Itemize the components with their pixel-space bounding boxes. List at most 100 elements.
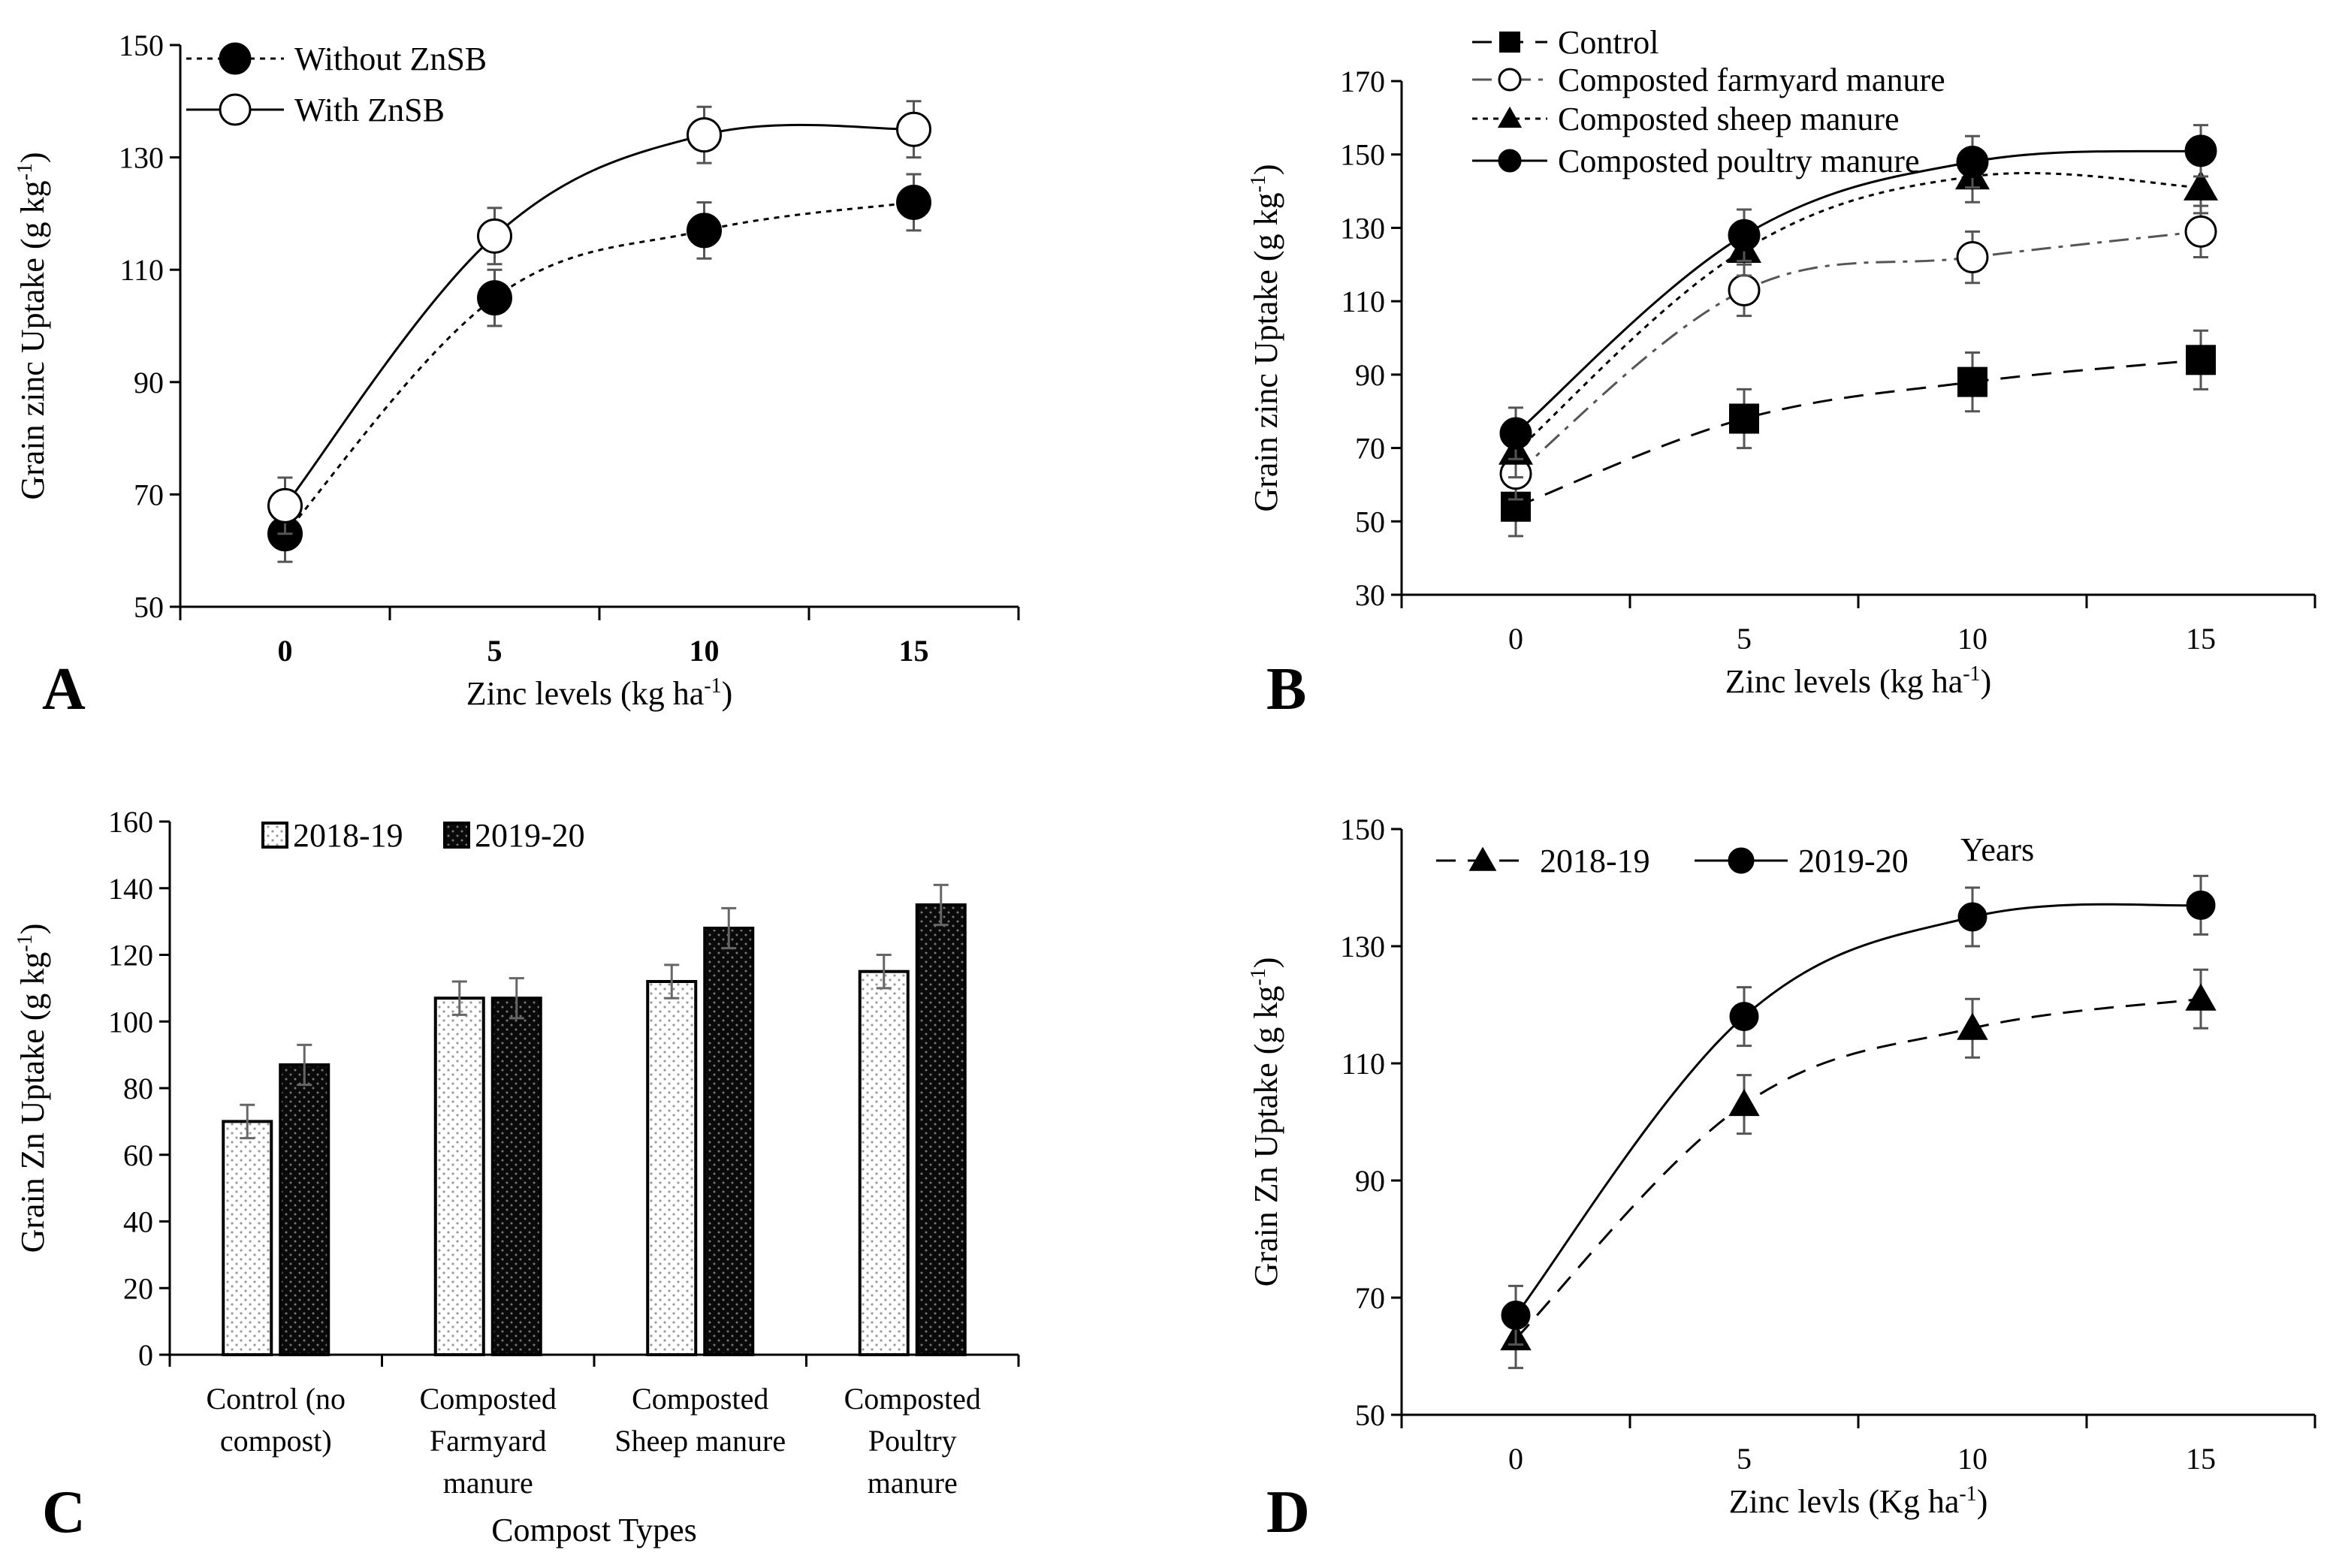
panel-c-category-label: Composted [844,1382,981,1416]
panel-c-ytick-label: 40 [123,1205,153,1239]
panel-a-legend-item: Without ZnSB [186,41,487,77]
panel-b-y-label-base: Grain zinc Uptake (g kg [1248,192,1284,511]
panel-b-ytick-label: 130 [1340,211,1385,245]
panel-a-ytick-label: 130 [119,141,164,175]
panel-b-legend-item: Composted farmyard manure [1472,62,1945,98]
panel-d-ytick-label: 130 [1340,930,1385,963]
panel-c-category-label: Control (no [206,1382,346,1416]
panel-b-y-label-sup: -1 [1247,175,1270,192]
panel-c-legend-item: 2019-20 [443,817,585,854]
panel-a-x-label: Zinc levels (kg ha-1) [466,674,732,712]
panel-d-xtick-label: 15 [2186,1442,2216,1476]
panel-c-bar-0-2 [646,980,698,1356]
panel-b-ytick-label: 170 [1340,65,1385,98]
panel-b-series-line-3 [1515,149,2202,435]
panel-a-point-1-2 [687,117,722,153]
panel-b-ytick-label: 70 [1355,432,1385,466]
panel-a-xtick-label: 5 [487,634,503,668]
panel-c-category-label: compost) [220,1424,332,1458]
panel-b-point-0-3 [2186,345,2216,375]
panel-c-letter: C [42,1479,86,1545]
panel-b-point-3-2 [1956,145,1989,178]
panel-c-y-label-end: ) [14,924,51,935]
panel-b-point-0-1 [1729,403,1759,434]
panel-d-point-1-1 [1729,1002,1759,1032]
panel-b-legend-item: Composted poultry manure [1472,143,1920,179]
panel-d-xtick-label: 0 [1508,1442,1523,1476]
panel-b-point-3-0 [1499,417,1532,450]
panel-d-ytick-label: 90 [1355,1164,1385,1198]
panel-c-legend-swatch [261,822,288,849]
panel-b-ytick-label: 110 [1341,285,1385,318]
panel-c-ytick-label: 100 [108,1005,153,1039]
panel-d-point-1-3 [2186,890,2216,920]
panel-d-xtick-label: 5 [1737,1442,1752,1476]
panel-c-category-label: Composted [632,1382,768,1416]
panel-d-legend-marker [1468,846,1497,871]
panel-c-legend-item: 2018-19 [261,817,403,854]
panel-a-x-label-end: ) [722,675,733,712]
panel-b-legend-marker [1498,68,1522,92]
panel-a-legend-label: Without ZnSB [294,41,487,77]
panel-d-point-0-2 [1957,1012,1988,1040]
panel-a-ytick-label: 70 [134,478,164,511]
panel-b-series-line-0 [1515,358,2202,508]
panel-b-x-label-end: ) [1981,663,1992,700]
panel-d-y-label-sup: -1 [1247,968,1270,985]
panel-d-x-label-sup: -1 [1959,1482,1976,1506]
panel-a-y-label-sup: -1 [14,163,37,180]
panel-d-ytick-label: 50 [1355,1398,1385,1432]
panel-d-legend-label: 2018-19 [1540,843,1650,879]
panel-d-legend-marker [1728,847,1755,874]
panel-a-ytick-label: 90 [134,366,164,400]
panel-a-ytick-label: 150 [119,29,164,62]
panel-a-x-label-sup: -1 [704,674,721,698]
panel-c-category-label: Poultry [868,1424,957,1458]
panel-c-category-label: manure [443,1466,533,1500]
panel-a-xtick-label: 0 [278,634,293,668]
panel-a-legend-marker [219,42,252,75]
panel-b-legend-item: Composted sheep manure [1472,101,1900,137]
panel-d-y-label: Grain Zn Uptake (g kg-1) [1247,957,1284,1287]
panel-b-point-3-3 [2184,134,2217,167]
panel-c-y-label-base: Grain Zn Uptake (g kg [14,952,51,1253]
panel-d-series-line-1 [1514,903,2202,1316]
panel-d-y-label-end: ) [1248,957,1284,969]
panel-c-bar-0-0 [222,1120,273,1356]
panel-a-xtick-label: 15 [899,634,929,668]
panel-b-point-1-2 [1956,241,1989,274]
panel-c-legend-label: 2019-20 [475,817,585,854]
panel-c-chart: 0 20 40 60 80 100 120 140 160 Control (no compost)… [14,805,1020,1548]
panel-d-x-label-end: ) [1977,1483,1988,1520]
panel-a-y-label-base: Grain zinc Uptake (g kg [14,180,51,499]
panel-c-legend-swatch [443,822,470,849]
panel-d-ytick-label: 70 [1355,1281,1385,1315]
panel-a-point-1-3 [896,111,931,147]
panel-a-point-0-2 [687,213,722,249]
panel-b-legend-marker [1498,149,1522,173]
panel-b-xtick-label: 0 [1508,622,1523,656]
panel-b-xtick-label: 10 [1957,622,1987,656]
panel-c-ytick-label: 20 [123,1271,153,1305]
panel-b-point-0-2 [1957,366,1987,397]
panel-a-series-line-1 [284,123,914,507]
panel-c-bar-1-3 [915,903,967,1356]
panel-b-series-line-1 [1515,230,2202,475]
panel-b-legend-label: Composted sheep manure [1558,101,1900,137]
panel-a-point-0-1 [477,280,512,316]
panel-b-point-3-1 [1728,219,1761,252]
panel-a-legend-item: With ZnSB [186,92,445,128]
panel-d-point-0-1 [1728,1088,1760,1117]
panel-a-xtick-label: 10 [690,634,720,668]
panel-b-legend-label: Composted poultry manure [1558,143,1920,179]
panel-b-legend-label: Control [1558,24,1658,61]
panel-a-ytick-label: 50 [134,590,164,624]
panel-b-point-1-3 [2184,215,2217,248]
panel-a-point-0-3 [896,184,931,220]
panel-a-series-line-0 [284,201,914,535]
panel-d-series-line-0 [1514,997,2202,1340]
panel-c-bar-0-1 [433,997,485,1356]
panel-b-ytick-label: 150 [1340,138,1385,172]
